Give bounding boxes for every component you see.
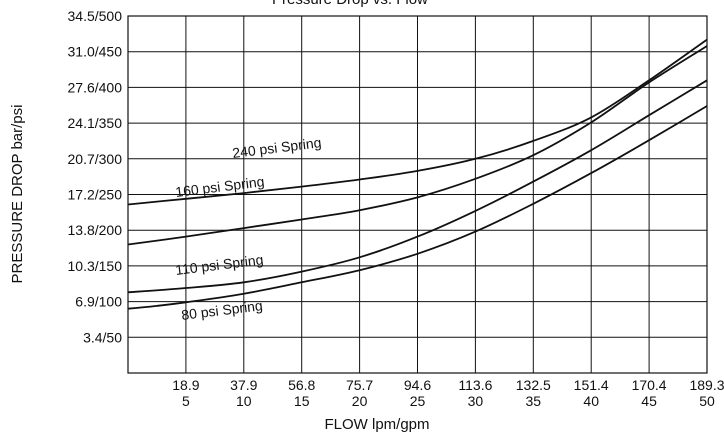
x-tick-label-lpm: 132.5 (516, 377, 551, 393)
x-tick-label-lpm: 94.6 (404, 377, 431, 393)
y-tick-label: 27.6/400 (68, 79, 123, 95)
x-tick-label-gpm: 15 (294, 393, 310, 409)
y-tick-label: 24.1/350 (68, 115, 123, 131)
x-tick-label-lpm: 75.7 (346, 377, 373, 393)
x-tick-label-gpm: 30 (468, 393, 484, 409)
x-tick-label-lpm: 170.4 (632, 377, 667, 393)
x-tick-label-gpm: 45 (641, 393, 657, 409)
series-label-240-psi-spring: 240 psi Spring (231, 134, 322, 161)
y-tick-label: 13.8/200 (68, 222, 123, 238)
x-tick-label-gpm: 5 (182, 393, 190, 409)
y-tick-label: 6.9/100 (75, 294, 122, 310)
x-tick-label-gpm: 35 (526, 393, 542, 409)
series-line-80-psi-spring (127, 105, 708, 310)
x-tick-label-gpm: 10 (236, 393, 252, 409)
series-line-240-psi-spring (127, 38, 708, 206)
x-tick-label-lpm: 189.3 (689, 377, 724, 393)
y-tick-label: 17.2/250 (68, 187, 123, 203)
x-tick-label-lpm: 113.6 (458, 377, 492, 393)
chart-grid (127, 15, 708, 374)
y-tick-label: 20.7/300 (68, 151, 123, 167)
x-tick-label-gpm: 20 (352, 393, 368, 409)
x-axis-ticks: 18.95 37.910 56.815 75.720 94.625 113.630 132.… (172, 377, 724, 409)
x-tick-label-gpm: 25 (410, 393, 426, 409)
x-tick-label-gpm: 40 (583, 393, 599, 409)
x-tick-label-lpm: 37.9 (230, 377, 257, 393)
y-axis-label: PRESSURE DROP bar/psi (9, 105, 26, 284)
chart-series (127, 38, 708, 310)
y-axis-ticks: 3.4/50 6.9/100 10.3/150 13.8/200 17.2/250 20.… (68, 8, 123, 345)
series-line-110-psi-spring (127, 79, 708, 294)
series-label-110-psi-spring: 110 psi Spring (174, 251, 264, 278)
x-tick-label-lpm: 151.4 (574, 377, 609, 393)
series-line-160-psi-spring (127, 45, 708, 246)
y-tick-label: 10.3/150 (68, 258, 123, 274)
x-tick-label-lpm: 56.8 (288, 377, 315, 393)
y-tick-label: 34.5/500 (68, 8, 123, 24)
x-axis-label: FLOW lpm/gpm (324, 416, 429, 433)
chart-title: Pressure Drop vs. Flow (272, 0, 428, 8)
y-tick-label: 3.4/50 (83, 329, 122, 345)
x-tick-label-gpm: 50 (699, 393, 715, 409)
x-tick-label-lpm: 18.9 (172, 377, 199, 393)
y-tick-label: 31.0/450 (68, 44, 123, 60)
